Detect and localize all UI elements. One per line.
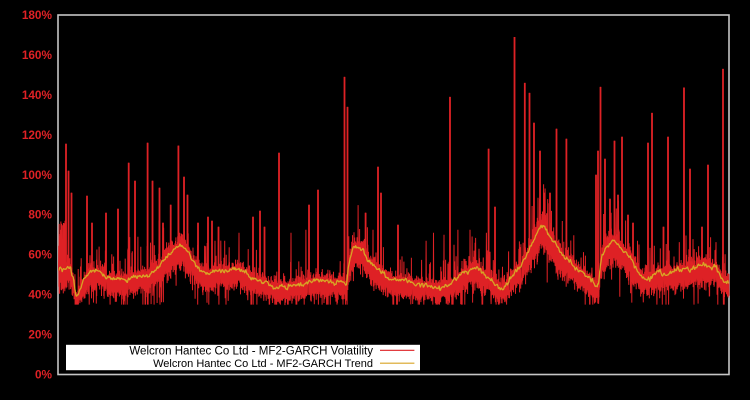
svg-text:80%: 80%: [28, 208, 52, 222]
svg-text:20%: 20%: [28, 328, 52, 342]
svg-text:60%: 60%: [28, 248, 52, 262]
svg-text:140%: 140%: [22, 88, 53, 102]
svg-text:100%: 100%: [22, 168, 53, 182]
svg-text:Welcron Hantec Co Ltd - MF2-GA: Welcron Hantec Co Ltd - MF2-GARCH Trend: [153, 358, 373, 370]
svg-text:0%: 0%: [35, 368, 53, 382]
svg-text:160%: 160%: [22, 48, 53, 62]
svg-text:120%: 120%: [22, 128, 53, 142]
svg-text:180%: 180%: [22, 8, 53, 22]
svg-text:Welcron Hantec Co Ltd - MF2-GA: Welcron Hantec Co Ltd - MF2-GARCH Volati…: [129, 345, 373, 357]
svg-text:40%: 40%: [28, 288, 52, 302]
